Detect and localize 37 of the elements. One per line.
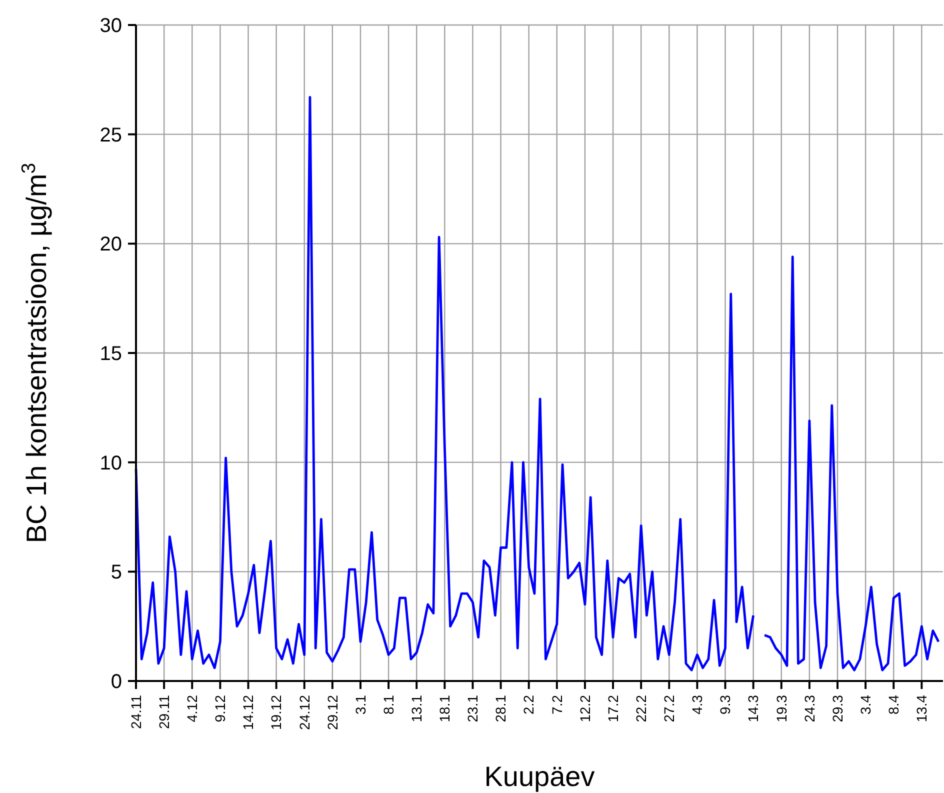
x-tick-label: 24.3 <box>801 694 818 722</box>
x-tick-label: 8.4 <box>886 694 902 714</box>
x-tick-label: 24.12 <box>296 694 312 730</box>
y-tick-label: 10 <box>100 452 122 474</box>
y-tick-label: 20 <box>100 234 122 256</box>
x-tick-label: 2.2 <box>520 694 537 714</box>
x-tick-label: 17.2 <box>604 694 621 722</box>
x-tick-label: 14.12 <box>240 694 256 730</box>
x-tick-label: 8.1 <box>380 694 396 714</box>
x-tick-label: 4.3 <box>689 694 706 714</box>
x-tick-label: 29.12 <box>324 694 340 730</box>
x-tick-label: 29.3 <box>829 694 846 722</box>
x-tick-label: 4.12 <box>184 694 200 722</box>
x-tick-label: 28.1 <box>492 694 509 722</box>
y-tick-label: 25 <box>100 124 122 146</box>
x-tick-label: 12.2 <box>576 694 593 722</box>
x-tick-label: 22.2 <box>632 694 649 722</box>
x-tick-label: 18.1 <box>436 694 453 722</box>
x-tick-label: 24.11 <box>128 694 144 729</box>
x-tick-label: 19.3 <box>773 694 790 722</box>
x-tick-label: 27.2 <box>661 694 678 722</box>
x-tick-label: 9.12 <box>212 694 228 722</box>
x-tick-label: 3.1 <box>352 694 368 714</box>
x-axis-title: Kuupäev <box>484 761 595 792</box>
y-tick-label: 30 <box>100 15 122 37</box>
x-tick-label: 7.2 <box>548 694 565 714</box>
x-tick-label: 14.3 <box>745 694 762 722</box>
y-tick-label: 5 <box>110 562 122 584</box>
x-tick-label: 9.3 <box>717 694 734 714</box>
x-tick-label: 29.11 <box>156 694 172 729</box>
x-tick-label: 19.12 <box>268 694 284 730</box>
x-tick-label: 3.4 <box>857 694 874 714</box>
x-tick-label: 13.4 <box>914 694 930 722</box>
x-tick-label: 23.1 <box>464 694 481 722</box>
x-tick-label: 13.1 <box>408 694 424 722</box>
y-tick-label: 15 <box>100 343 122 365</box>
y-tick-label: 0 <box>110 671 122 693</box>
